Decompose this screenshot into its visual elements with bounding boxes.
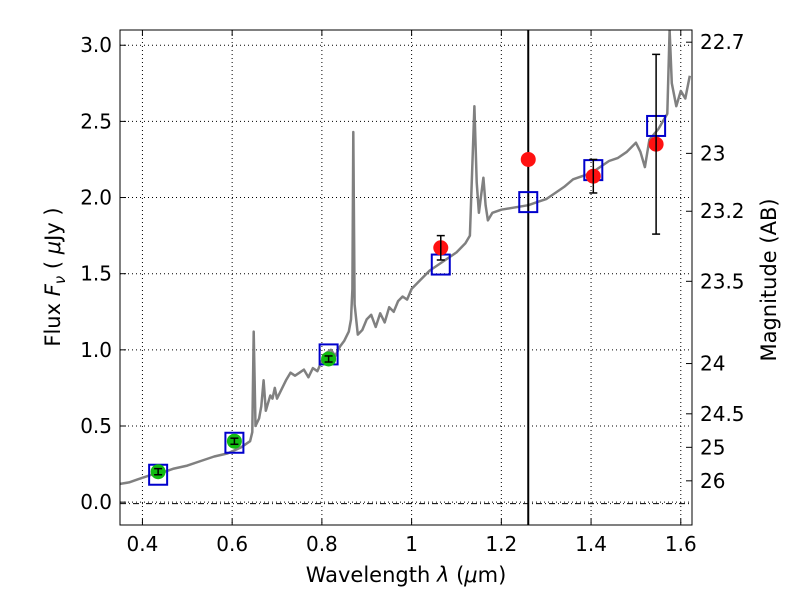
y2-axis-label: Magnitude (AB) bbox=[757, 198, 781, 361]
y-tick-label: 0.0 bbox=[80, 490, 112, 514]
model-box-point bbox=[518, 191, 539, 214]
y-tick-label: 0.5 bbox=[80, 414, 112, 438]
model-box-point bbox=[224, 431, 245, 454]
y-tick-label: 3.0 bbox=[80, 33, 112, 57]
x-tick-label: 0.8 bbox=[306, 532, 338, 556]
magnitude-tick-label: 24.5 bbox=[700, 402, 745, 426]
magnitude-tick-label: 23.2 bbox=[700, 199, 745, 223]
plot-area bbox=[120, 30, 692, 525]
spectrum-line bbox=[120, 30, 692, 486]
magnitude-tick-label: 24 bbox=[700, 352, 725, 376]
y-tick-label: 1.5 bbox=[80, 262, 112, 286]
y-axis-label: Flux Fν ( μJy ) bbox=[41, 207, 69, 346]
y-tick-label: 1.0 bbox=[80, 338, 112, 362]
x-tick-label: 0.6 bbox=[216, 532, 248, 556]
y-axis-ticks: 0.0 0.5 1.0 1.5 2.0 2.5 3.0 bbox=[80, 33, 126, 514]
x-axis-label: Wavelength λ (μm) bbox=[306, 563, 507, 587]
x-tick-label: 0.4 bbox=[127, 532, 159, 556]
magnitude-tick-label: 23 bbox=[700, 141, 725, 165]
x-axis-ticks: 0.4 0.6 0.8 1 1.2 1.4 1.6 bbox=[127, 30, 697, 556]
y-tick-label: 2.0 bbox=[80, 186, 112, 210]
plot-frame bbox=[119, 29, 693, 526]
x-tick-label: 1 bbox=[405, 532, 418, 556]
x-tick-label: 1.6 bbox=[665, 532, 697, 556]
x-tick-label: 1.4 bbox=[575, 532, 607, 556]
grid bbox=[120, 30, 692, 525]
magnitude-axis-ticks: 22.7 23 23.2 23.5 24 24.5 25 26 bbox=[686, 30, 745, 493]
x-tick-label: 1.2 bbox=[485, 532, 517, 556]
photometry-point bbox=[520, 151, 536, 167]
y-tick-label: 2.5 bbox=[80, 109, 112, 133]
magnitude-tick-label: 23.5 bbox=[700, 269, 745, 293]
magnitude-tick-label: 26 bbox=[700, 469, 725, 493]
magnitude-tick-label: 22.7 bbox=[700, 30, 745, 54]
magnitude-tick-label: 25 bbox=[700, 435, 725, 459]
